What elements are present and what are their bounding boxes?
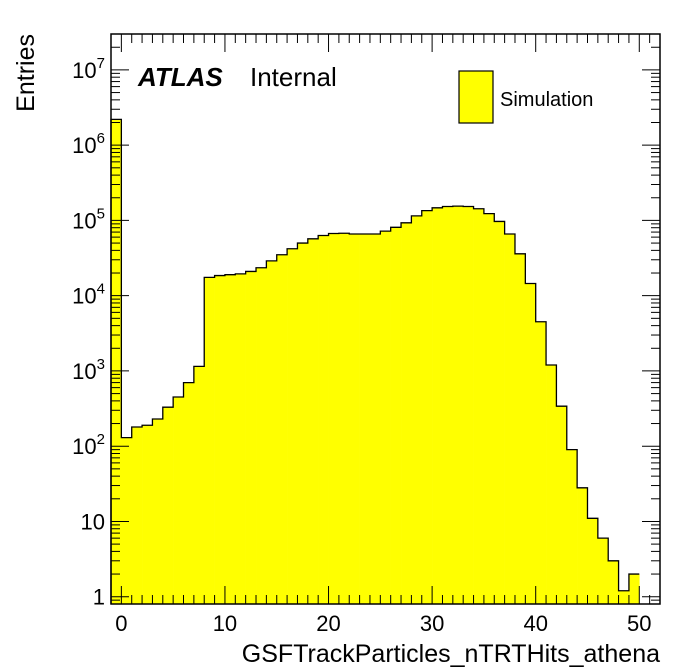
histogram-bin <box>297 243 309 604</box>
plot-frame <box>110 33 661 605</box>
x-tick-label: 30 <box>420 611 444 636</box>
histogram-bin <box>142 425 153 604</box>
histogram-bin <box>256 267 267 604</box>
histogram-bin <box>266 260 278 604</box>
histogram-bin <box>276 254 288 604</box>
histogram-bin <box>224 274 236 604</box>
histogram-bin <box>504 234 516 604</box>
histogram-bin <box>432 207 443 604</box>
histogram-bin <box>483 213 495 604</box>
histogram-bin <box>380 231 391 604</box>
histogram-bin <box>546 364 557 604</box>
histogram-bin <box>411 215 423 604</box>
histogram-bin <box>287 248 298 604</box>
histogram-bin <box>152 418 164 604</box>
y-tick-label: 102 <box>72 431 105 459</box>
y-tick-label: 1 <box>93 585 105 610</box>
histogram-bin <box>452 206 464 604</box>
internal-label: Internal <box>250 62 337 92</box>
histogram-bin <box>121 437 133 604</box>
histogram-bin <box>597 538 609 604</box>
histogram-bin <box>628 574 640 604</box>
histogram-bin <box>473 208 485 604</box>
y-tick-label: 107 <box>72 55 105 83</box>
y-tick-label: 106 <box>72 130 105 158</box>
histogram-bin <box>245 271 257 604</box>
histogram-bin <box>204 277 215 604</box>
histogram-bin <box>566 449 578 604</box>
x-tick-label: 20 <box>316 611 340 636</box>
y-tick-label: 104 <box>72 281 105 309</box>
histogram-bin <box>577 487 588 604</box>
x-tick-label: 10 <box>213 611 237 636</box>
x-axis-title: GSFTrackParticles_nTRTHits_athena <box>242 640 660 668</box>
histogram-bin <box>235 273 246 604</box>
legend-label-simulation: Simulation <box>500 89 593 111</box>
histogram-bin <box>401 222 412 604</box>
histogram-bin <box>525 283 536 604</box>
histogram-bin <box>193 366 205 604</box>
histogram-bin <box>162 407 174 604</box>
x-tick-label: 50 <box>627 611 651 636</box>
histogram-bin <box>328 233 340 604</box>
legend-swatch-simulation <box>458 70 494 124</box>
histogram-bin <box>307 238 319 604</box>
histogram-bin <box>183 382 195 604</box>
histogram-bin <box>318 235 329 604</box>
histogram-bin <box>338 233 350 604</box>
y-axis-title: Entries <box>12 34 40 112</box>
axis-ticks <box>110 33 661 605</box>
histogram-bin <box>111 119 122 605</box>
x-tick-label: 40 <box>523 611 547 636</box>
histogram-outline <box>110 118 640 604</box>
y-tick-label: 103 <box>72 356 105 384</box>
histogram-bin <box>442 206 454 604</box>
histogram-bin <box>390 227 402 605</box>
histogram-bin <box>514 253 526 604</box>
histogram-bin <box>349 234 360 604</box>
y-tick-label: 10 <box>81 509 105 534</box>
histogram-bin <box>173 397 184 604</box>
histogram-bin <box>359 234 371 604</box>
tick-labels: 0 10 20 30 40 50 1 10 102 103 104 105 106 107 <box>72 55 651 636</box>
histogram-bars <box>110 118 640 605</box>
histogram-bin <box>131 426 143 604</box>
atlas-label: ATLAS <box>137 62 223 92</box>
histogram-bin <box>587 518 599 604</box>
y-tick-label: 105 <box>72 205 105 233</box>
histogram-bin <box>214 275 226 604</box>
histogram-bin <box>535 321 547 604</box>
x-tick-label: 0 <box>115 611 127 636</box>
histogram-bin <box>556 406 568 604</box>
histogram-bin <box>494 221 505 604</box>
histogram-bin <box>608 560 619 604</box>
histogram-bin <box>369 234 381 604</box>
histogram-bin <box>618 590 630 604</box>
histogram-bin <box>421 210 433 604</box>
histogram-bin <box>463 206 474 604</box>
